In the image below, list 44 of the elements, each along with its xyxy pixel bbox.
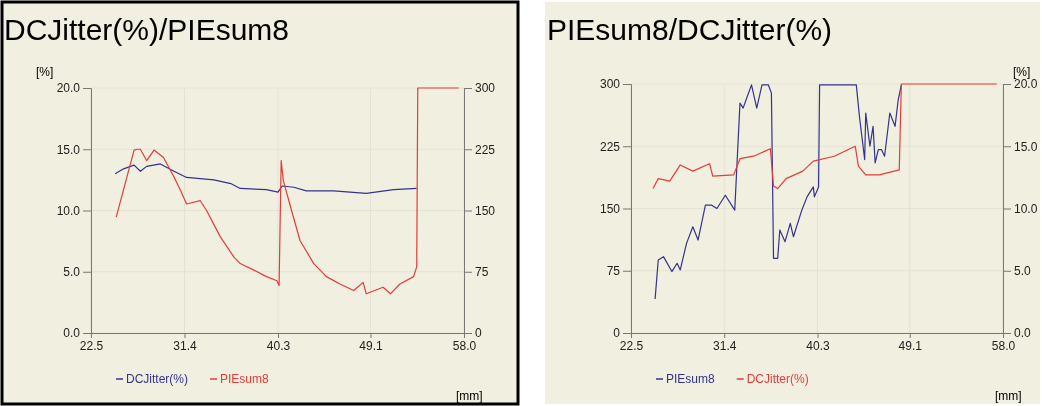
x-tick-label: 31.4 — [173, 338, 198, 353]
line-series — [654, 84, 902, 300]
line-series — [652, 83, 998, 190]
line-series — [115, 87, 460, 295]
y-axis-title: [%] — [36, 65, 54, 79]
y-tick-label: 150 — [599, 201, 621, 216]
y2-tick-label: 10.0 — [1014, 201, 1038, 216]
y-tick-label: 0 — [613, 326, 621, 341]
x-tick-label: 58.0 — [452, 338, 477, 353]
x-tick-label: 31.4 — [713, 338, 737, 353]
y-tick-label: 225 — [599, 139, 621, 154]
y-tick-label: 0.0 — [63, 326, 81, 341]
legend-label: DCJitter(%) — [126, 372, 188, 386]
x-tick-label: 40.3 — [266, 338, 291, 353]
x-tick-label: 58.0 — [991, 338, 1016, 353]
legend-label: PIEsum8 — [220, 372, 270, 386]
y-tick-label: 5.0 — [63, 265, 81, 280]
y2-axis-title: [%] — [1013, 65, 1031, 79]
line-series — [114, 163, 418, 194]
x-tick-label: 49.1 — [898, 338, 923, 353]
y2-tick-label: 5.0 — [1014, 264, 1032, 279]
x-tick-label: 49.1 — [359, 338, 383, 353]
y2-tick-label: 150 — [475, 203, 496, 218]
y2-tick-label: 0.0 — [1014, 326, 1032, 341]
y-tick-label: 75 — [606, 264, 621, 279]
legend-label: DCJitter(%) — [746, 372, 809, 386]
y2-tick-label: 225 — [475, 142, 496, 157]
x-axis-title: [mm] — [456, 389, 483, 403]
y2-tick-label: 300 — [475, 81, 496, 96]
x-axis-title: [mm] — [995, 389, 1022, 403]
y-tick-label: 20.0 — [56, 81, 81, 96]
x-tick-label: 40.3 — [806, 338, 831, 353]
chart-title: PIEsum8/DCJitter(%) — [547, 13, 833, 46]
y-tick-label: 300 — [599, 77, 621, 92]
y-tick-label: 15.0 — [56, 142, 81, 157]
x-tick-label: 22.5 — [619, 338, 644, 353]
y2-tick-label: 75 — [475, 265, 489, 280]
y-tick-label: 10.0 — [56, 203, 81, 218]
y2-tick-label: 0 — [475, 326, 482, 341]
chart-title: DCJitter(%)/PIEsum8 — [4, 13, 290, 46]
y2-tick-label: 20.0 — [1014, 77, 1038, 92]
y2-tick-label: 15.0 — [1014, 139, 1038, 154]
legend-label: PIEsum8 — [666, 372, 716, 386]
x-tick-label: 22.5 — [79, 338, 104, 353]
